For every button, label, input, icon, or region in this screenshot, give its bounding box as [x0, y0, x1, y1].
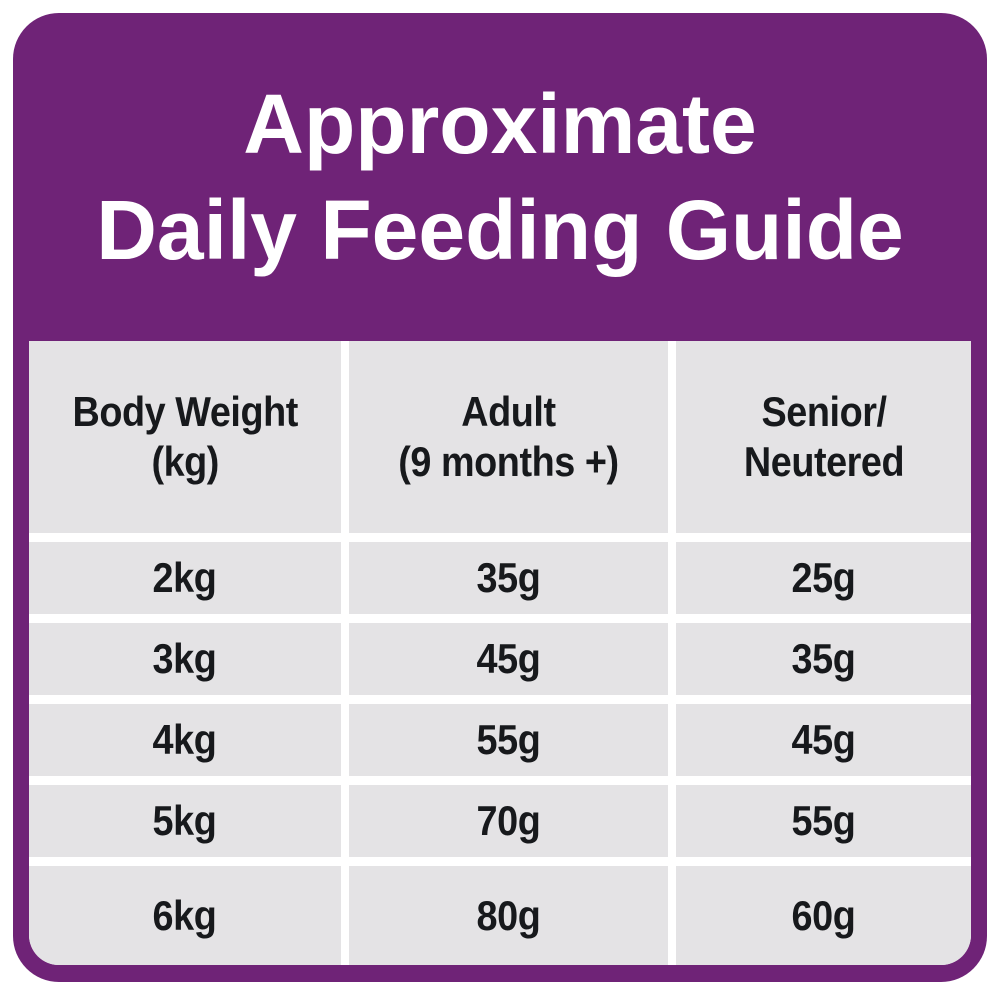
column-header-senior-neutered: Senior/ Neutered	[676, 341, 971, 533]
header-line: (kg)	[151, 438, 219, 485]
header-line: Senior/	[761, 388, 887, 435]
table-cell-senior: 55g	[676, 785, 971, 857]
header-line: Neutered	[743, 438, 905, 485]
table-cell-weight: 5kg	[29, 785, 341, 857]
table-cell-senior: 35g	[676, 623, 971, 695]
feeding-guide-card: Approximate Daily Feeding Guide Body Wei…	[13, 13, 987, 982]
table-cell-weight: 3kg	[29, 623, 341, 695]
table-cell-weight: 2kg	[29, 542, 341, 614]
table-cell-adult: 55g	[348, 704, 669, 776]
column-header-body-weight: Body Weight (kg)	[29, 341, 341, 533]
table-cell-senior: 25g	[676, 542, 971, 614]
feeding-table: Body Weight (kg) Adult (9 months +) Seni…	[29, 341, 971, 965]
table-cell-weight: 6kg	[29, 866, 341, 965]
table-cell-adult: 80g	[348, 866, 669, 965]
table-cell-adult: 45g	[348, 623, 669, 695]
column-header-adult: Adult (9 months +)	[348, 341, 669, 533]
title-line-2: Daily Feeding Guide	[96, 183, 904, 277]
header-line: (9 months +)	[398, 438, 619, 485]
page-title: Approximate Daily Feeding Guide	[13, 13, 987, 341]
table-cell-adult: 35g	[348, 542, 669, 614]
header-line: Adult	[461, 388, 556, 435]
table-cell-senior: 45g	[676, 704, 971, 776]
title-line-1: Approximate	[243, 77, 757, 171]
table-cell-senior: 60g	[676, 866, 971, 965]
table-cell-weight: 4kg	[29, 704, 341, 776]
header-line: Body Weight	[72, 388, 298, 435]
table-cell-adult: 70g	[348, 785, 669, 857]
